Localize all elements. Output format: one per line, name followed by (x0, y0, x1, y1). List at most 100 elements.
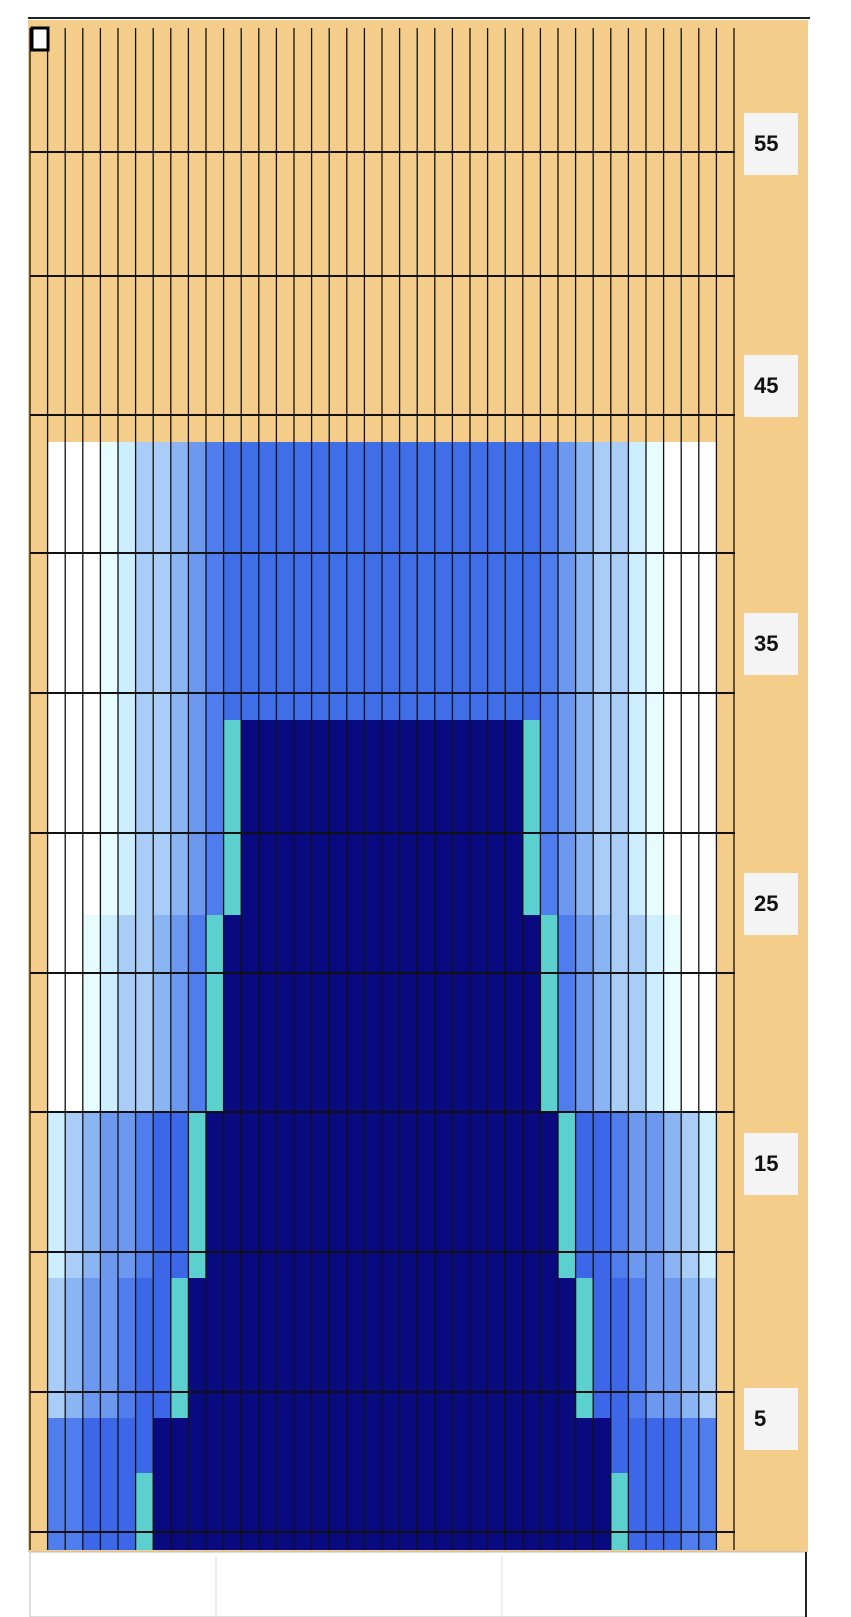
cell (48, 1473, 67, 1550)
bottom-panel (29, 1551, 807, 1617)
cell (223, 1473, 242, 1550)
cell (276, 693, 295, 720)
cell (329, 1473, 348, 1550)
cell (118, 693, 137, 720)
cell (487, 1418, 506, 1473)
cell (311, 1278, 330, 1418)
cell (434, 693, 453, 720)
cell (153, 1473, 172, 1550)
cell (135, 1278, 154, 1418)
cell (100, 720, 119, 833)
cell (346, 1278, 365, 1418)
cell (680, 442, 699, 553)
cell (575, 833, 594, 915)
cell (452, 1112, 471, 1278)
cell (48, 833, 67, 915)
cell (575, 720, 594, 833)
cell (505, 720, 524, 833)
cell (364, 693, 383, 720)
cell (258, 1473, 278, 1550)
cell (628, 553, 647, 693)
cell (206, 693, 225, 720)
cell (417, 553, 436, 693)
cell (206, 1112, 225, 1278)
cell (135, 553, 154, 693)
cell (171, 1112, 190, 1278)
cell (592, 915, 612, 1112)
cell (83, 1418, 102, 1473)
cell (540, 1112, 559, 1278)
cell (135, 720, 154, 833)
cell (65, 915, 84, 1112)
cell (505, 1278, 524, 1418)
cell (135, 1473, 154, 1550)
cell (382, 1278, 401, 1418)
cell (258, 1112, 278, 1278)
cell (399, 1418, 418, 1473)
cell (680, 693, 699, 720)
cell (48, 442, 67, 553)
cell (258, 720, 278, 833)
cell (628, 693, 647, 720)
cell (382, 833, 401, 915)
cell (65, 833, 84, 915)
label-box (744, 873, 798, 935)
cell (83, 693, 102, 720)
cell (469, 553, 488, 693)
cell (452, 553, 471, 693)
cell (83, 915, 102, 1112)
cell (258, 442, 278, 553)
cell (223, 1112, 242, 1278)
cell (698, 1473, 717, 1550)
cell (399, 833, 418, 915)
cell (628, 442, 647, 553)
cell (680, 1112, 699, 1278)
cell (680, 833, 699, 915)
cell (118, 1278, 137, 1418)
cell (100, 553, 119, 693)
cell (399, 1278, 418, 1418)
cell (487, 693, 506, 720)
cell (452, 915, 471, 1112)
cell (610, 442, 629, 553)
cell (663, 833, 682, 915)
cell (505, 915, 524, 1112)
cell (698, 553, 717, 693)
cell (100, 833, 119, 915)
cell (100, 915, 119, 1112)
cell (188, 915, 207, 1112)
cell (469, 833, 488, 915)
cell (364, 915, 383, 1112)
cell (188, 1112, 207, 1278)
cell (311, 693, 330, 720)
cell (645, 833, 664, 915)
cell (645, 1473, 664, 1550)
cell (680, 1473, 699, 1550)
cell (206, 833, 225, 915)
cell (65, 1278, 84, 1418)
cell (153, 720, 172, 833)
cell (65, 1112, 84, 1278)
cell (346, 1418, 365, 1473)
cell (135, 833, 154, 915)
cell (540, 1278, 559, 1418)
cell (557, 1112, 576, 1278)
cell (100, 1473, 119, 1550)
cell (276, 1112, 295, 1278)
cell (223, 915, 242, 1112)
cell (592, 1112, 612, 1278)
cell (346, 442, 365, 553)
cell (540, 915, 559, 1112)
cell (329, 1278, 348, 1418)
cell (346, 720, 365, 833)
cell (382, 720, 401, 833)
cell (311, 1418, 330, 1473)
cell (48, 1418, 67, 1473)
cell (294, 833, 313, 915)
cell (171, 1418, 190, 1473)
cell (540, 1473, 559, 1550)
cell (364, 1418, 383, 1473)
cell (382, 1112, 401, 1278)
cell (592, 1278, 612, 1418)
cell (487, 833, 506, 915)
